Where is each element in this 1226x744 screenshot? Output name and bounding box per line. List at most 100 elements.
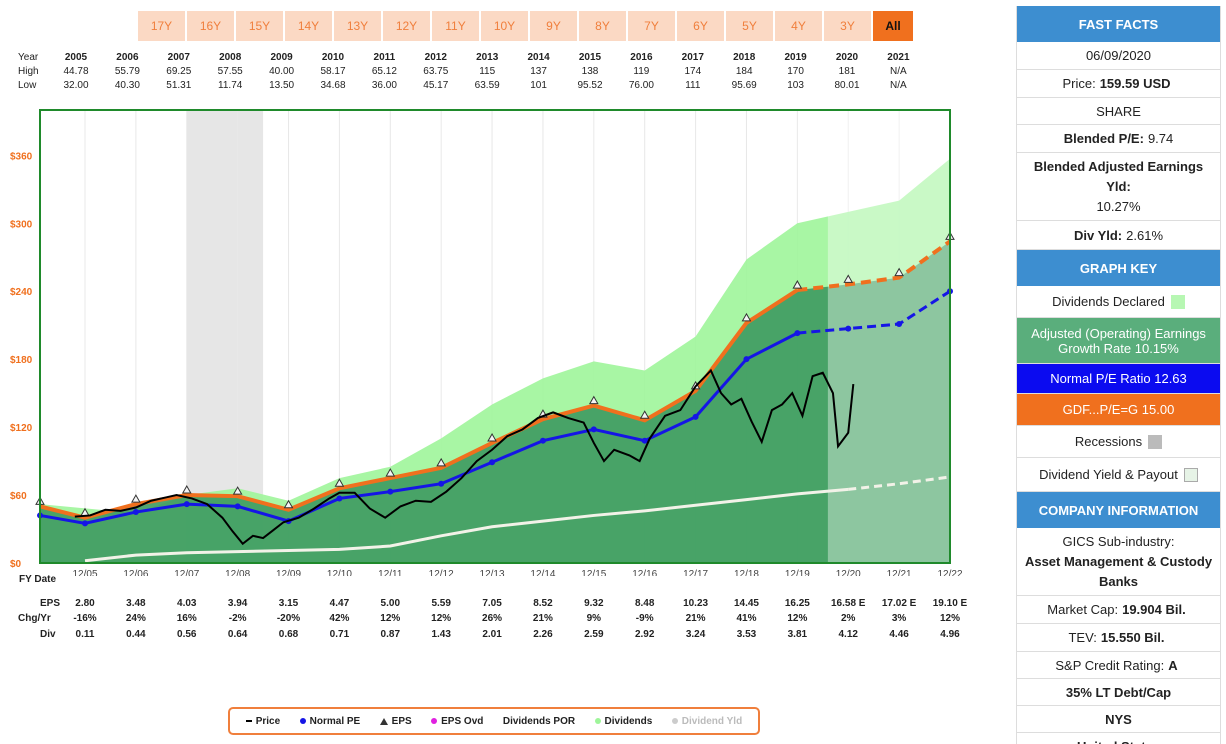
low-cell: N/A: [890, 80, 907, 91]
tev-value: 15.550 Bil.: [1100, 630, 1165, 645]
normal-pe-point: [539, 437, 546, 444]
y-tick-label: $60: [10, 491, 27, 502]
low-cell: 63.59: [474, 80, 500, 91]
range-tab-15y[interactable]: 15Y: [236, 11, 283, 41]
range-tab-9y[interactable]: 9Y: [530, 11, 577, 41]
low-cell: 45.17: [423, 80, 449, 91]
dividends-por-projection: [848, 475, 951, 491]
dash-icon: [245, 720, 252, 722]
range-tab-10y[interactable]: 10Y: [481, 11, 528, 41]
y-tick-label: $300: [10, 219, 33, 230]
blended-pe-label: Blended P/E:: [1063, 131, 1144, 146]
legend-item-dividend-yld[interactable]: Dividend Yld: [671, 716, 742, 727]
low-cell: 95.69: [731, 80, 757, 91]
div-cell: 2.26: [533, 629, 553, 640]
range-tab-13y[interactable]: 13Y: [334, 11, 381, 41]
range-tab-16y[interactable]: 16Y: [187, 11, 234, 41]
range-tab-11y[interactable]: 11Y: [432, 11, 479, 41]
year-cell: 2012: [424, 52, 447, 63]
y-tick-label: $360: [10, 151, 33, 162]
eps-marker: [181, 485, 192, 494]
range-tab-7y[interactable]: 7Y: [628, 11, 675, 41]
baey-label: Blended Adjusted Earnings Yld:: [1033, 158, 1204, 194]
div-cell: 2.92: [634, 629, 655, 640]
company-gics: GICS Sub-industry: Asset Management & Cu…: [1017, 528, 1220, 596]
key-recessions-label: Recessions: [1074, 434, 1143, 449]
chg-cell: 12%: [380, 613, 401, 624]
eps-marker: [131, 494, 141, 503]
graph-key-header: GRAPH KEY: [1017, 250, 1220, 286]
year-row-label: Year: [18, 52, 39, 63]
high-cell: 181: [838, 66, 856, 77]
normal-pe-point: [845, 325, 852, 332]
range-tabs: 17Y 16Y 15Y 14Y 13Y 12Y 11Y 10Y 9Y 8Y 7Y 6Y 5Y 4Y 3Y Al…: [138, 11, 913, 41]
div-cell: 4.12: [838, 629, 858, 640]
normal-pe-line: [39, 331, 799, 525]
x-tick-label: 12/15: [581, 569, 606, 576]
price-label: Price:: [1062, 76, 1096, 91]
chg-cell: 16%: [176, 613, 197, 624]
legend-item-eps[interactable]: EPS: [379, 715, 412, 727]
company-info-header: COMPANY INFORMATION: [1017, 492, 1220, 528]
low-cell: 111: [685, 80, 701, 91]
range-tab-14y[interactable]: 14Y: [285, 11, 332, 41]
legend-item-normal-pe[interactable]: Normal PE: [299, 716, 360, 727]
range-tab-8y[interactable]: 8Y: [579, 11, 626, 41]
company-credit: S&P Credit Rating: A: [1017, 652, 1220, 679]
pale-swatch-icon: [1183, 467, 1198, 482]
range-tab-4y[interactable]: 4Y: [775, 11, 822, 41]
chart-legend: Price Normal PE EPS EPS Ovd Dividends POR Div…: [228, 707, 760, 735]
facts-blended-pe: Blended P/E: 9.74: [1017, 125, 1220, 153]
range-tab-6y[interactable]: 6Y: [677, 11, 724, 41]
gics-value: Asset Management & Custody Banks: [1024, 553, 1213, 589]
fast-facts-header: FAST FACTS: [1017, 6, 1220, 42]
x-tick-label: 12/11: [378, 569, 403, 576]
year-cell: 2013: [476, 52, 499, 63]
div-cell: 0.11: [75, 629, 95, 640]
year-cell: 2010: [321, 52, 345, 63]
range-tab-all[interactable]: All: [873, 11, 913, 41]
x-tick-label: 12/13: [480, 569, 505, 576]
green-swatch-icon: [1170, 294, 1185, 309]
chg-cell: 12%: [431, 613, 452, 624]
eps-marker: [792, 280, 803, 289]
key-gdf: GDF...P/E=G 15.00: [1017, 394, 1220, 426]
x-tick-label: 12/09: [276, 569, 301, 576]
range-tab-12y[interactable]: 12Y: [383, 11, 430, 41]
legend-item-dividends[interactable]: Dividends: [594, 716, 652, 727]
dot-icon: [594, 718, 601, 724]
chg-cell: 41%: [736, 613, 757, 624]
legend-item-dividends-por[interactable]: Dividends POR: [503, 716, 575, 727]
fast-graph-chart: $0 $60 $120 $180 $240 $300 $360 12/05 12/06 12/07…: [10, 109, 963, 576]
legend-item-eps-ovd[interactable]: EPS Ovd: [431, 716, 483, 727]
market-cap-label: Market Cap:: [1047, 602, 1119, 617]
eps-table: EPS 2.80 3.48 4.03 3.94 3.15 4.47 5.00 5.59 7.05…: [0, 576, 1010, 646]
eps-marker: [232, 486, 243, 495]
eps-cell: 9.32: [584, 598, 604, 609]
x-tick-label: 12/18: [734, 569, 759, 576]
eps-cell: 8.48: [634, 598, 655, 609]
year-cell: 2008: [219, 52, 242, 63]
key-adj-earnings: Adjusted (Operating) Earnings Growth Rat…: [1017, 318, 1220, 364]
y-tick-label: $120: [10, 423, 33, 434]
company-exchange: NYS: [1017, 706, 1220, 733]
year-cell: 2019: [784, 52, 807, 63]
eps-marker: [843, 274, 854, 283]
high-cell: 65.12: [371, 66, 397, 77]
low-cell: 13.50: [269, 80, 295, 91]
div-cell: 1.43: [431, 629, 451, 640]
normal-pe-point: [438, 480, 445, 487]
fy-date-label: FY Date: [19, 574, 57, 585]
div-cell: 0.64: [227, 629, 248, 640]
facts-date: 06/09/2020: [1017, 42, 1220, 70]
legend-label: EPS: [391, 715, 412, 727]
eps-cell: 3.94: [227, 598, 248, 609]
range-tab-5y[interactable]: 5Y: [726, 11, 773, 41]
earnings-line: [39, 288, 799, 520]
low-cell: 95.52: [577, 80, 603, 91]
low-row-label: Low: [18, 80, 37, 91]
range-tab-3y[interactable]: 3Y: [824, 11, 871, 41]
range-tab-17y[interactable]: 17Y: [138, 11, 185, 41]
recession-band: [186, 110, 264, 563]
legend-item-price[interactable]: Price: [245, 716, 280, 727]
